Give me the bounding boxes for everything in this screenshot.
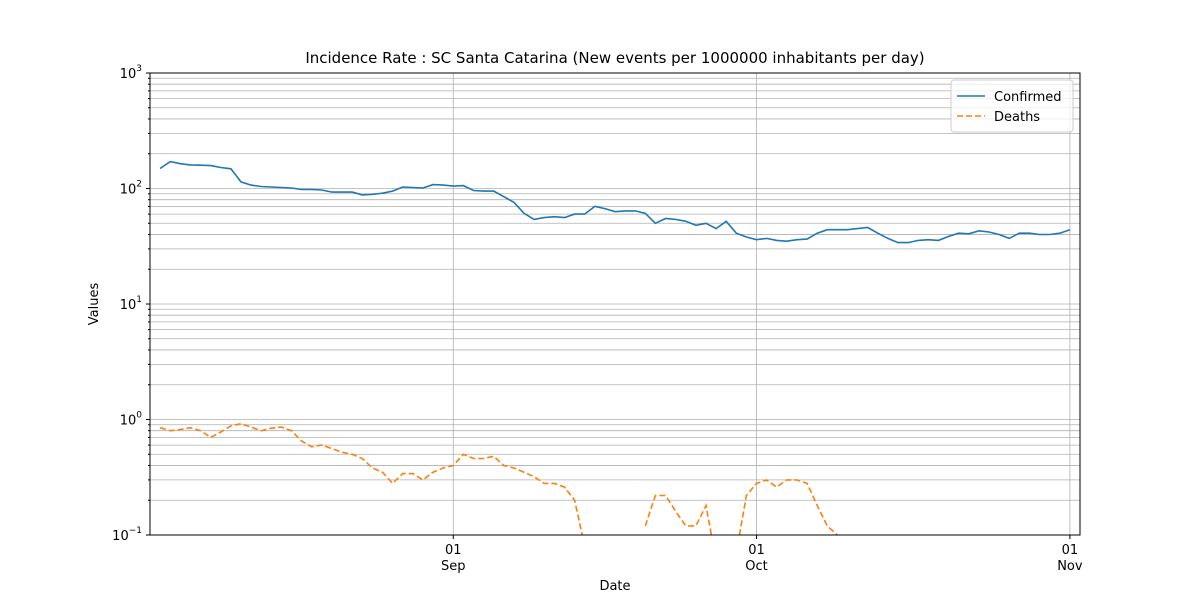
x-tick-label: Oct	[745, 559, 767, 574]
x-axis-label: Date	[599, 579, 630, 594]
y-tick-base: 10	[120, 183, 137, 198]
y-tick-base: 10	[120, 67, 137, 82]
plot-area	[159, 160, 1071, 535]
y-tick-label: 102	[120, 180, 142, 198]
y-tick-base: 10	[112, 529, 129, 544]
y-tick-label: 10−1	[112, 526, 142, 544]
x-tick-label: 01	[445, 543, 462, 558]
y-tick-exponent: −1	[129, 526, 142, 536]
chart-title: Incidence Rate : SC Santa Catarina (New …	[305, 49, 924, 67]
y-tick-base: 10	[120, 414, 137, 429]
y-tick-exponent: 0	[136, 411, 142, 421]
y-tick-label: 100	[120, 411, 143, 429]
x-tick-label: Sep	[441, 559, 466, 574]
legend-label: Deaths	[994, 110, 1040, 125]
legend-label: Confirmed	[994, 90, 1062, 105]
series-line	[159, 160, 1071, 244]
legend: Confirmed Deaths	[950, 79, 1074, 133]
x-tick-label: 01	[748, 543, 765, 558]
y-tick-base: 10	[120, 298, 137, 313]
y-tick-label: 101	[120, 295, 142, 313]
y-tick-label: 103	[120, 64, 142, 82]
series-line	[159, 422, 838, 535]
y-axis-label: Values	[87, 283, 102, 326]
x-tick-label: Nov	[1057, 559, 1083, 574]
y-tick-exponent: 1	[136, 295, 142, 305]
y-tick-exponent: 3	[136, 64, 142, 74]
legend-box	[950, 79, 1074, 133]
y-tick-exponent: 2	[136, 180, 142, 190]
x-tick-label: 01	[1062, 543, 1079, 558]
grid	[150, 72, 1080, 536]
